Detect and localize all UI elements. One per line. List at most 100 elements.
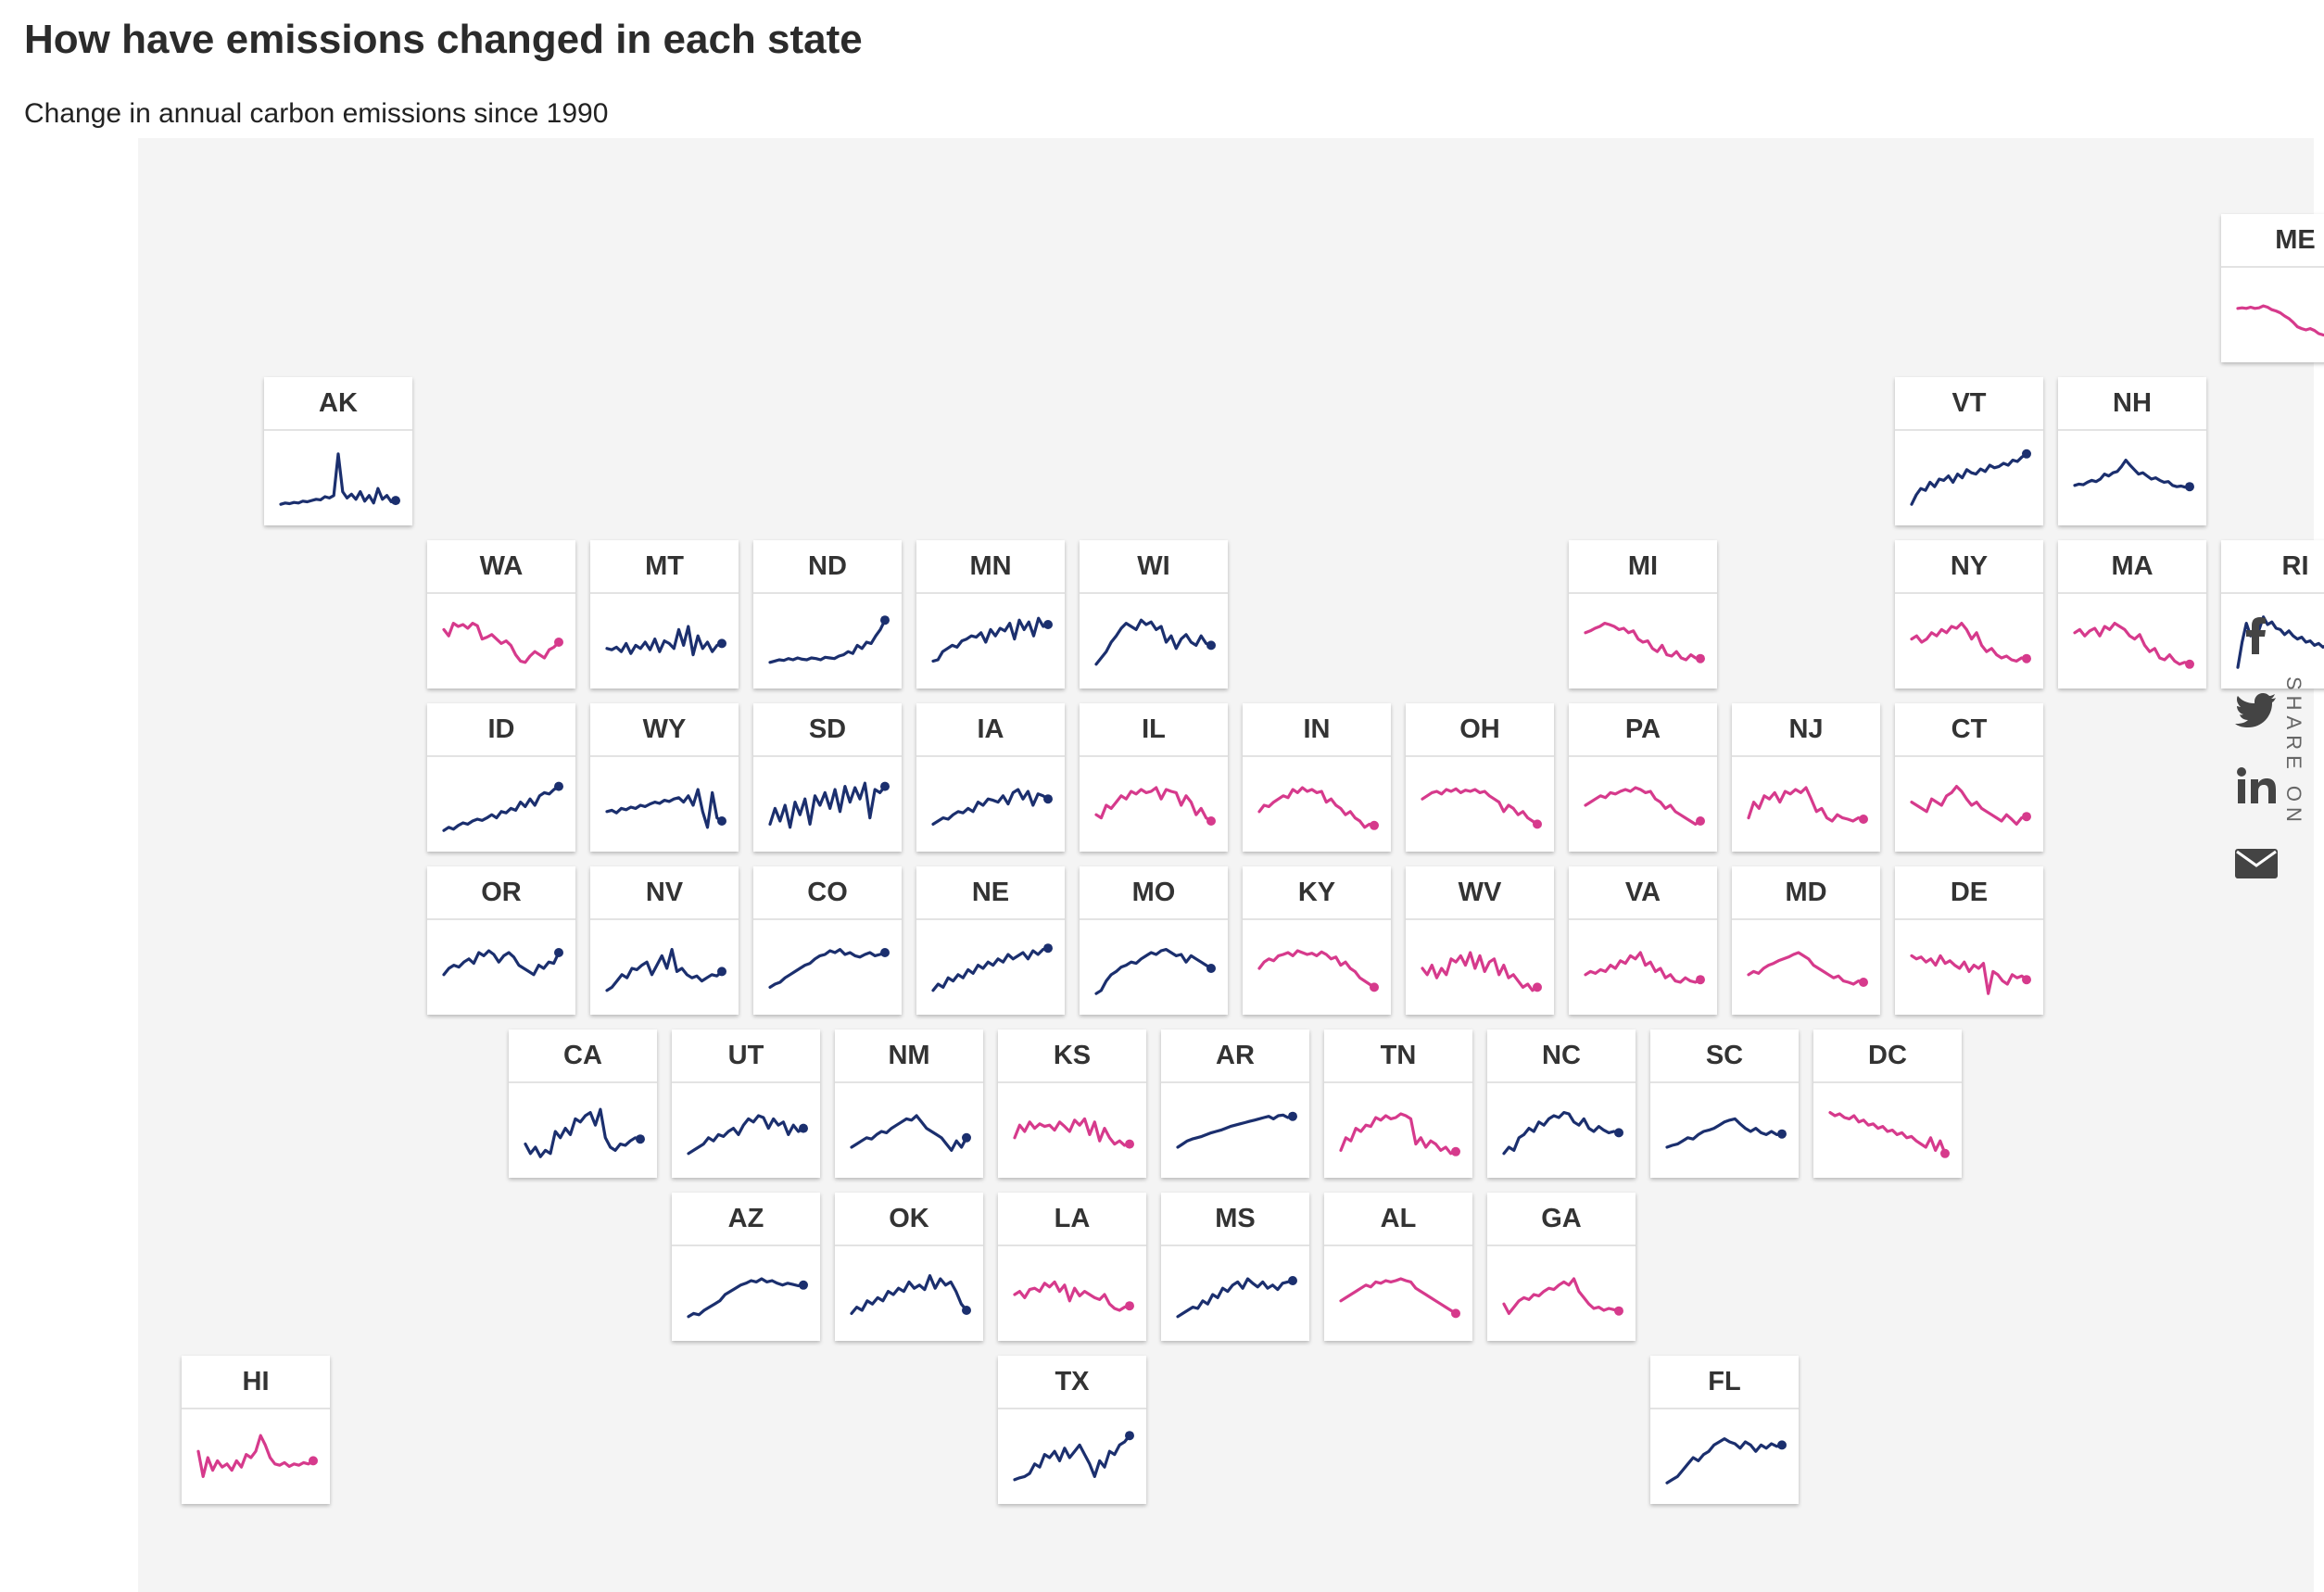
state-tile-nd[interactable]: ND — [753, 540, 902, 689]
state-tile-ok[interactable]: OK — [835, 1193, 983, 1341]
state-tile-ar[interactable]: AR — [1161, 1030, 1309, 1178]
state-tile-wy[interactable]: WY — [590, 703, 739, 852]
state-tile-nh[interactable]: NH — [2058, 377, 2206, 525]
state-tile-ut[interactable]: UT — [672, 1030, 820, 1178]
sparkline-chart — [524, 1107, 645, 1158]
state-label: IA — [977, 714, 1004, 744]
state-tile-sc[interactable]: SC — [1650, 1030, 1799, 1178]
series-line-me — [2236, 304, 2324, 337]
series-line-ct — [1910, 785, 2028, 826]
state-tile-co[interactable]: CO — [753, 866, 902, 1015]
end-point-wa — [554, 638, 563, 647]
tile-divider — [1895, 429, 2043, 431]
state-label: DC — [1868, 1041, 1907, 1070]
series-line-va — [1584, 951, 1702, 984]
series-line-ms — [1176, 1277, 1295, 1319]
state-tile-tx[interactable]: TX — [998, 1356, 1146, 1504]
state-label: MI — [1627, 551, 1659, 581]
end-point-nm — [962, 1132, 971, 1143]
series-line-il — [1094, 786, 1213, 823]
state-tile-sd[interactable]: SD — [753, 703, 902, 852]
state-tile-az[interactable]: AZ — [672, 1193, 820, 1341]
tile-divider — [835, 1081, 983, 1083]
state-tile-wa[interactable]: WA — [427, 540, 575, 689]
state-label: CT — [1951, 714, 1988, 744]
sparkline-chart — [1176, 1276, 1297, 1319]
state-tile-ky[interactable]: KY — [1243, 866, 1391, 1015]
end-point-va — [1696, 975, 1705, 985]
state-tile-ia[interactable]: IA — [916, 703, 1065, 852]
state-tile-dc[interactable]: DC — [1813, 1030, 1962, 1178]
state-tile-mt[interactable]: MT — [590, 540, 739, 689]
state-tile-il[interactable]: IL — [1080, 703, 1228, 852]
state-tile-de[interactable]: DE — [1895, 866, 2043, 1015]
state-tile-in[interactable]: IN — [1243, 703, 1391, 852]
state-tile-md[interactable]: MD — [1732, 866, 1880, 1015]
series-line-sd — [768, 781, 887, 829]
end-point-ut — [799, 1123, 808, 1133]
state-tile-nm[interactable]: NM — [835, 1030, 983, 1178]
state-tile-ak[interactable]: AK — [264, 377, 412, 525]
email-icon[interactable] — [2233, 840, 2280, 886]
sparkline-chart — [1910, 785, 2031, 826]
state-tile-wi[interactable]: WI — [1080, 540, 1228, 689]
state-tile-id[interactable]: ID — [427, 703, 575, 852]
state-tile-oh[interactable]: OH — [1406, 703, 1554, 852]
state-tile-ks[interactable]: KS — [998, 1030, 1146, 1178]
state-tile-wv[interactable]: WV — [1406, 866, 1554, 1015]
state-tile-va[interactable]: VA — [1569, 866, 1717, 1015]
state-label: WY — [642, 714, 687, 744]
state-tile-al[interactable]: AL — [1324, 1193, 1472, 1341]
state-tile-hi[interactable]: HI — [182, 1356, 330, 1504]
tile-divider — [2058, 429, 2206, 431]
linkedin-icon[interactable] — [2233, 764, 2280, 810]
state-tile-ma[interactable]: MA — [2058, 540, 2206, 689]
end-point-nj — [1859, 815, 1868, 824]
state-tile-ne[interactable]: NE — [916, 866, 1065, 1015]
tile-divider — [2221, 592, 2324, 594]
state-tile-ca[interactable]: CA — [509, 1030, 657, 1178]
state-tile-me[interactable]: ME — [2221, 214, 2324, 362]
state-tile-mn[interactable]: MN — [916, 540, 1065, 689]
end-point-mn — [1043, 620, 1053, 629]
tile-divider — [1161, 1245, 1309, 1246]
tile-divider — [1243, 918, 1391, 920]
state-tile-tn[interactable]: TN — [1324, 1030, 1472, 1178]
series-line-id — [442, 785, 561, 832]
end-point-nv — [717, 967, 726, 977]
state-label: MO — [1131, 878, 1176, 907]
state-label: NY — [1950, 551, 1989, 581]
state-tile-la[interactable]: LA — [998, 1193, 1146, 1341]
state-tile-ri[interactable]: RI — [2221, 540, 2324, 689]
state-label: SC — [1705, 1041, 1744, 1070]
tile-divider — [753, 755, 902, 757]
state-tile-ms[interactable]: MS — [1161, 1193, 1309, 1341]
chart-title: How have emissions changed in each state — [24, 17, 863, 62]
state-tile-or[interactable]: OR — [427, 866, 575, 1015]
state-label: RI — [2281, 551, 2309, 581]
state-tile-nc[interactable]: NC — [1487, 1030, 1636, 1178]
sparkline-chart — [1257, 786, 1379, 830]
state-tile-nv[interactable]: NV — [590, 866, 739, 1015]
state-tile-nj[interactable]: NJ — [1732, 703, 1880, 852]
sparkline-chart — [931, 943, 1053, 992]
state-tile-mo[interactable]: MO — [1080, 866, 1228, 1015]
state-tile-ct[interactable]: CT — [1895, 703, 2043, 852]
tile-divider — [1161, 1081, 1309, 1083]
tile-divider — [1243, 755, 1391, 757]
state-label: MS — [1215, 1204, 1256, 1233]
state-tile-ny[interactable]: NY — [1895, 540, 2043, 689]
state-tile-pa[interactable]: PA — [1569, 703, 1717, 852]
end-point-mi — [1696, 653, 1705, 663]
state-tile-mi[interactable]: MI — [1569, 540, 1717, 689]
tile-divider — [1324, 1245, 1472, 1246]
tile-divider — [916, 592, 1065, 594]
end-point-ks — [1125, 1139, 1134, 1149]
facebook-icon[interactable] — [2233, 612, 2280, 658]
sparkline-chart — [1910, 449, 2031, 506]
state-tile-vt[interactable]: VT — [1895, 377, 2043, 525]
series-line-az — [687, 1277, 805, 1319]
state-tile-ga[interactable]: GA — [1487, 1193, 1636, 1341]
twitter-icon[interactable] — [2233, 688, 2280, 734]
state-tile-fl[interactable]: FL — [1650, 1356, 1799, 1504]
